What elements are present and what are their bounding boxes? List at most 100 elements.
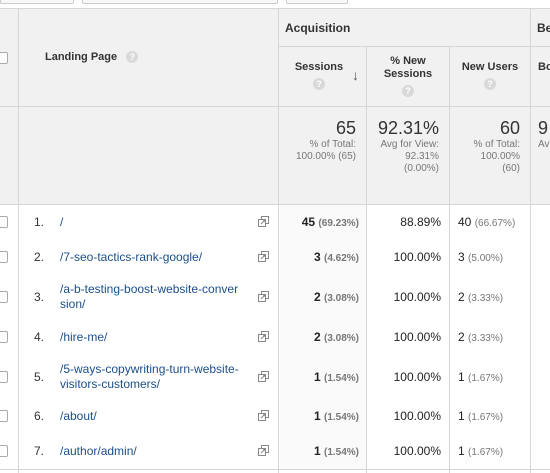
row-checkbox[interactable] bbox=[0, 251, 8, 263]
divider bbox=[278, 8, 279, 204]
landing-page-link[interactable]: /about/ bbox=[60, 409, 256, 424]
sessions-value: 2 bbox=[313, 330, 321, 344]
sessions-percent: (1.54%) bbox=[323, 373, 359, 384]
open-external-icon[interactable] bbox=[258, 445, 269, 456]
new-sessions-header[interactable]: % New Sessions ? bbox=[367, 55, 449, 98]
new-users-cell: 1 (1.67%) bbox=[458, 444, 503, 458]
sessions-percent: (3.08%) bbox=[323, 293, 359, 304]
row-checkbox[interactable] bbox=[0, 371, 8, 383]
sessions-cell-bg bbox=[280, 205, 366, 239]
sessions-cell: 1 (1.54%) bbox=[280, 370, 359, 384]
landing-page-link[interactable]: / bbox=[60, 215, 256, 230]
row-number: 2. bbox=[34, 250, 45, 264]
totals-sessions-value: 65 bbox=[335, 118, 356, 138]
divider bbox=[0, 204, 550, 205]
row-checkbox[interactable] bbox=[0, 410, 8, 422]
help-icon[interactable]: ? bbox=[126, 51, 139, 63]
divider bbox=[0, 106, 550, 107]
sessions-cell: 2 (3.08%) bbox=[280, 290, 359, 304]
table-row: 7. /author/admin/1 (1.54%) 100.00% 1 (1.67%… bbox=[0, 433, 550, 469]
new-sessions-cell: 88.89% bbox=[400, 215, 441, 229]
sessions-cell: 3 (4.62%) bbox=[280, 250, 359, 264]
totals-sessions-caption: % of Total: bbox=[309, 139, 356, 150]
landing-page-link-line1: /a-b-testing-boost-website-conver bbox=[60, 282, 239, 296]
new-sessions-cell: 100.00% bbox=[393, 290, 441, 304]
sessions-cell-bg bbox=[280, 355, 366, 399]
sessions-value: 3 bbox=[313, 250, 321, 264]
row-number: 4. bbox=[34, 330, 45, 344]
sessions-label: Sessions bbox=[294, 61, 344, 73]
sessions-value: 1 bbox=[313, 370, 321, 384]
bounce-rate-header[interactable]: Bo bbox=[538, 61, 550, 73]
new-sessions-cell: 100.00% bbox=[393, 409, 441, 423]
sessions-cell: 1 (1.54%) bbox=[280, 409, 359, 423]
select-all-checkbox[interactable] bbox=[0, 52, 8, 64]
new-users-label: New Users bbox=[461, 61, 519, 73]
help-icon[interactable]: ? bbox=[313, 78, 325, 90]
new-users-value: 2 bbox=[458, 330, 465, 344]
row-number: 5. bbox=[34, 370, 45, 384]
totals-new-sessions-diff: (0.00%) bbox=[403, 163, 439, 174]
landing-page-link[interactable]: /hire-me/ bbox=[60, 330, 256, 345]
new-users-value: 40 bbox=[458, 215, 472, 229]
landing-page-link[interactable]: /author/admin/ bbox=[60, 444, 256, 459]
totals-new-users-caption: % of Total: bbox=[473, 139, 520, 150]
new-users-header[interactable]: New Users ? bbox=[450, 61, 530, 91]
divider bbox=[278, 46, 550, 47]
totals-bounce-caption: Av bbox=[538, 139, 550, 150]
new-users-percent: (1.67%) bbox=[468, 447, 504, 458]
sessions-cell-bg bbox=[280, 433, 366, 469]
row-number: 7. bbox=[34, 444, 45, 458]
new-sessions-cell: 100.00% bbox=[393, 370, 441, 384]
landing-page-header[interactable]: Landing Page ? bbox=[45, 51, 139, 64]
sort-descending-icon[interactable]: ↓ bbox=[352, 67, 359, 83]
landing-page-link[interactable]: /a-b-testing-boost-website-conver sion/ bbox=[60, 282, 256, 312]
landing-page-label: Landing Page bbox=[45, 51, 118, 63]
column-divider bbox=[278, 204, 279, 473]
new-users-percent: (3.33%) bbox=[468, 293, 504, 304]
sessions-percent: (3.08%) bbox=[323, 333, 359, 344]
column-divider bbox=[449, 204, 450, 473]
help-icon[interactable]: ? bbox=[484, 78, 496, 90]
toolbar-dropdown[interactable] bbox=[82, 0, 278, 4]
divider bbox=[449, 46, 450, 204]
column-divider bbox=[530, 204, 531, 473]
sessions-header[interactable]: Sessions ? bbox=[279, 61, 359, 91]
new-users-percent: (5.00%) bbox=[468, 253, 504, 264]
totals-bounce-partial: 9 Av bbox=[538, 118, 550, 151]
row-checkbox[interactable] bbox=[0, 331, 8, 343]
toolbar-button[interactable] bbox=[0, 0, 74, 4]
open-external-icon[interactable] bbox=[258, 291, 269, 302]
open-external-icon[interactable] bbox=[258, 331, 269, 342]
new-sessions-cell: 100.00% bbox=[393, 250, 441, 264]
new-users-percent: (66.67%) bbox=[474, 218, 516, 229]
row-checkbox[interactable] bbox=[0, 445, 8, 457]
column-divider bbox=[18, 204, 19, 473]
open-external-icon[interactable] bbox=[258, 251, 269, 262]
new-users-percent: (1.67%) bbox=[468, 373, 504, 384]
landing-page-link[interactable]: /7-seo-tactics-rank-google/ bbox=[60, 250, 256, 265]
new-users-cell: 40 (66.67%) bbox=[458, 215, 515, 229]
row-number: 3. bbox=[34, 290, 45, 304]
row-number: 1. bbox=[34, 215, 45, 229]
sessions-cell-bg bbox=[280, 399, 366, 433]
row-checkbox[interactable] bbox=[0, 216, 8, 228]
table-row: 5. /5-ways-copywriting-turn-website-visit… bbox=[0, 355, 550, 399]
totals-new-users-value: 60 bbox=[499, 118, 520, 138]
sessions-value: 1 bbox=[313, 409, 321, 423]
help-icon[interactable]: ? bbox=[402, 85, 414, 97]
open-external-icon[interactable] bbox=[258, 216, 269, 227]
totals-bounce-value: 9 bbox=[538, 118, 549, 138]
open-external-icon[interactable] bbox=[258, 371, 269, 382]
toolbar-button[interactable] bbox=[286, 0, 348, 4]
sessions-cell-bg bbox=[280, 275, 366, 319]
landing-page-link[interactable]: /5-ways-copywriting-turn-website-visitor… bbox=[60, 362, 256, 392]
row-checkbox[interactable] bbox=[0, 291, 8, 303]
landing-page-link-line2: visitors-customers/ bbox=[60, 377, 161, 391]
sessions-value: 45 bbox=[301, 215, 316, 229]
new-sessions-cell: 100.00% bbox=[393, 444, 441, 458]
new-users-value: 3 bbox=[458, 250, 465, 264]
open-external-icon[interactable] bbox=[258, 410, 269, 421]
row-divider bbox=[0, 469, 550, 470]
sessions-cell: 45 (69.23%) bbox=[280, 215, 359, 229]
